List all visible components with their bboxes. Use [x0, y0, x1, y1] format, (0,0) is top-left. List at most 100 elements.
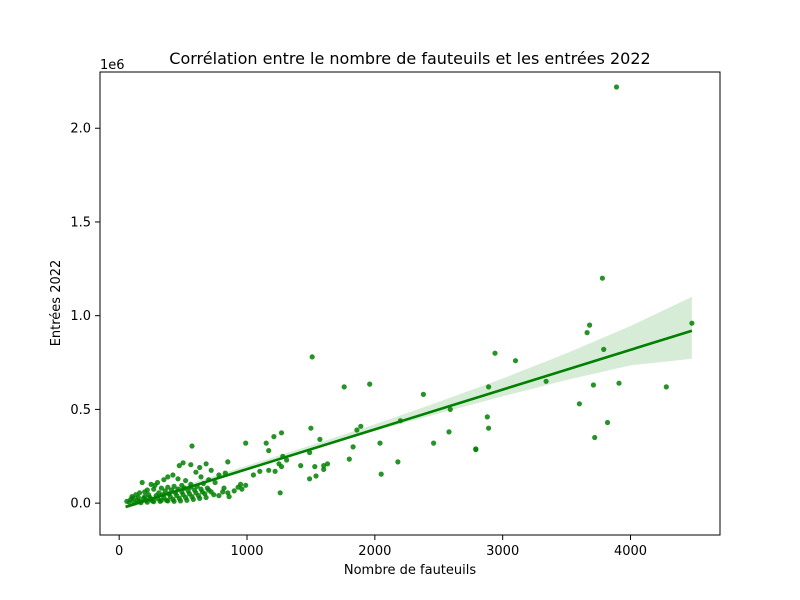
- data-point: [225, 459, 231, 465]
- data-point: [317, 436, 323, 442]
- data-point: [313, 473, 319, 479]
- data-point: [158, 497, 164, 503]
- data-point: [189, 443, 195, 449]
- data-point: [180, 492, 186, 498]
- data-point: [197, 495, 203, 501]
- data-point: [358, 423, 364, 429]
- data-point: [616, 380, 622, 386]
- data-point: [139, 479, 145, 486]
- data-point: [590, 382, 597, 388]
- data-point: [174, 493, 180, 499]
- data-point: [199, 489, 205, 495]
- data-point: [278, 430, 285, 436]
- data-point: [307, 476, 313, 482]
- data-point: [130, 495, 136, 501]
- data-point: [324, 461, 331, 467]
- data-point: [378, 471, 384, 477]
- data-point: [183, 478, 189, 484]
- data-point: [492, 350, 498, 356]
- confidence-band: [125, 296, 692, 510]
- data-point: [543, 378, 549, 384]
- data-point: [284, 457, 290, 463]
- data-point: [186, 491, 193, 497]
- data-point: [193, 490, 199, 496]
- data-point: [231, 488, 237, 494]
- data-point: [158, 485, 164, 491]
- y-tick-label: 0.5: [70, 403, 91, 418]
- data-point: [486, 384, 492, 390]
- data-point: [309, 354, 315, 360]
- data-point: [243, 482, 249, 488]
- data-point: [350, 444, 356, 450]
- regression-line: [125, 329, 693, 509]
- data-point: [346, 456, 352, 462]
- data-point: [601, 346, 607, 352]
- data-point: [272, 468, 278, 474]
- x-tick-label: 3000: [486, 544, 519, 559]
- data-point: [239, 486, 245, 492]
- y-axis-ticks: 0.0 0.5 1.0 1.5 2.0: [70, 122, 100, 512]
- data-point: [663, 384, 669, 390]
- data-point: [263, 440, 269, 446]
- data-point: [689, 320, 695, 326]
- data-point: [277, 490, 283, 496]
- data-point: [211, 492, 217, 498]
- data-point: [151, 486, 157, 492]
- data-point: [175, 476, 181, 482]
- data-point: [584, 330, 590, 336]
- data-point: [126, 499, 132, 505]
- data-point: [312, 464, 318, 470]
- data-point: [377, 440, 383, 446]
- data-point: [165, 498, 171, 504]
- data-point: [587, 322, 593, 328]
- data-point: [180, 460, 186, 466]
- data-point: [473, 446, 479, 452]
- plot-frame: [99, 71, 721, 536]
- y-tick-label: 0.0: [70, 497, 91, 512]
- data-point: [225, 490, 231, 496]
- data-point: [484, 414, 490, 420]
- data-point: [142, 489, 148, 495]
- data-point: [266, 448, 272, 454]
- data-point: [592, 434, 598, 441]
- data-point: [188, 462, 194, 468]
- data-point: [197, 464, 203, 471]
- chart-title: Corrélation entre le nombre de fauteuils…: [169, 49, 650, 68]
- data-point: [298, 463, 304, 469]
- data-point: [354, 427, 360, 433]
- data-point: [599, 275, 606, 281]
- data-point: [190, 496, 196, 502]
- data-point: [613, 84, 620, 90]
- y-axis-label: Entrées 2022: [49, 260, 64, 347]
- data-point: [243, 440, 249, 446]
- y-offset-label: 1e6: [100, 58, 125, 73]
- y-tick-label: 2.0: [70, 122, 91, 137]
- data-point: [161, 477, 167, 483]
- confidence-band-layer: [125, 296, 692, 510]
- data-point: [446, 429, 452, 435]
- data-point: [278, 464, 285, 470]
- x-axis-ticks: 0 1000 2000 3000 4000: [115, 535, 647, 559]
- data-point: [170, 472, 176, 478]
- data-point: [212, 479, 218, 486]
- data-point: [165, 484, 171, 490]
- data-point: [167, 494, 173, 500]
- data-point: [216, 493, 222, 499]
- data-point: [257, 468, 263, 474]
- x-tick-label: 4000: [614, 544, 647, 559]
- regression-line-layer: [125, 329, 693, 509]
- data-point: [176, 463, 182, 469]
- data-point: [420, 391, 426, 397]
- y-tick-label: 1.0: [70, 309, 91, 324]
- data-point: [576, 401, 583, 407]
- data-point: [177, 498, 184, 504]
- data-point: [220, 489, 226, 495]
- data-point: [271, 434, 277, 440]
- data-point: [431, 440, 437, 446]
- x-tick-label: 0: [115, 544, 123, 559]
- data-point: [156, 490, 162, 496]
- data-point: [266, 467, 272, 473]
- data-point: [341, 384, 347, 390]
- data-point: [171, 483, 177, 489]
